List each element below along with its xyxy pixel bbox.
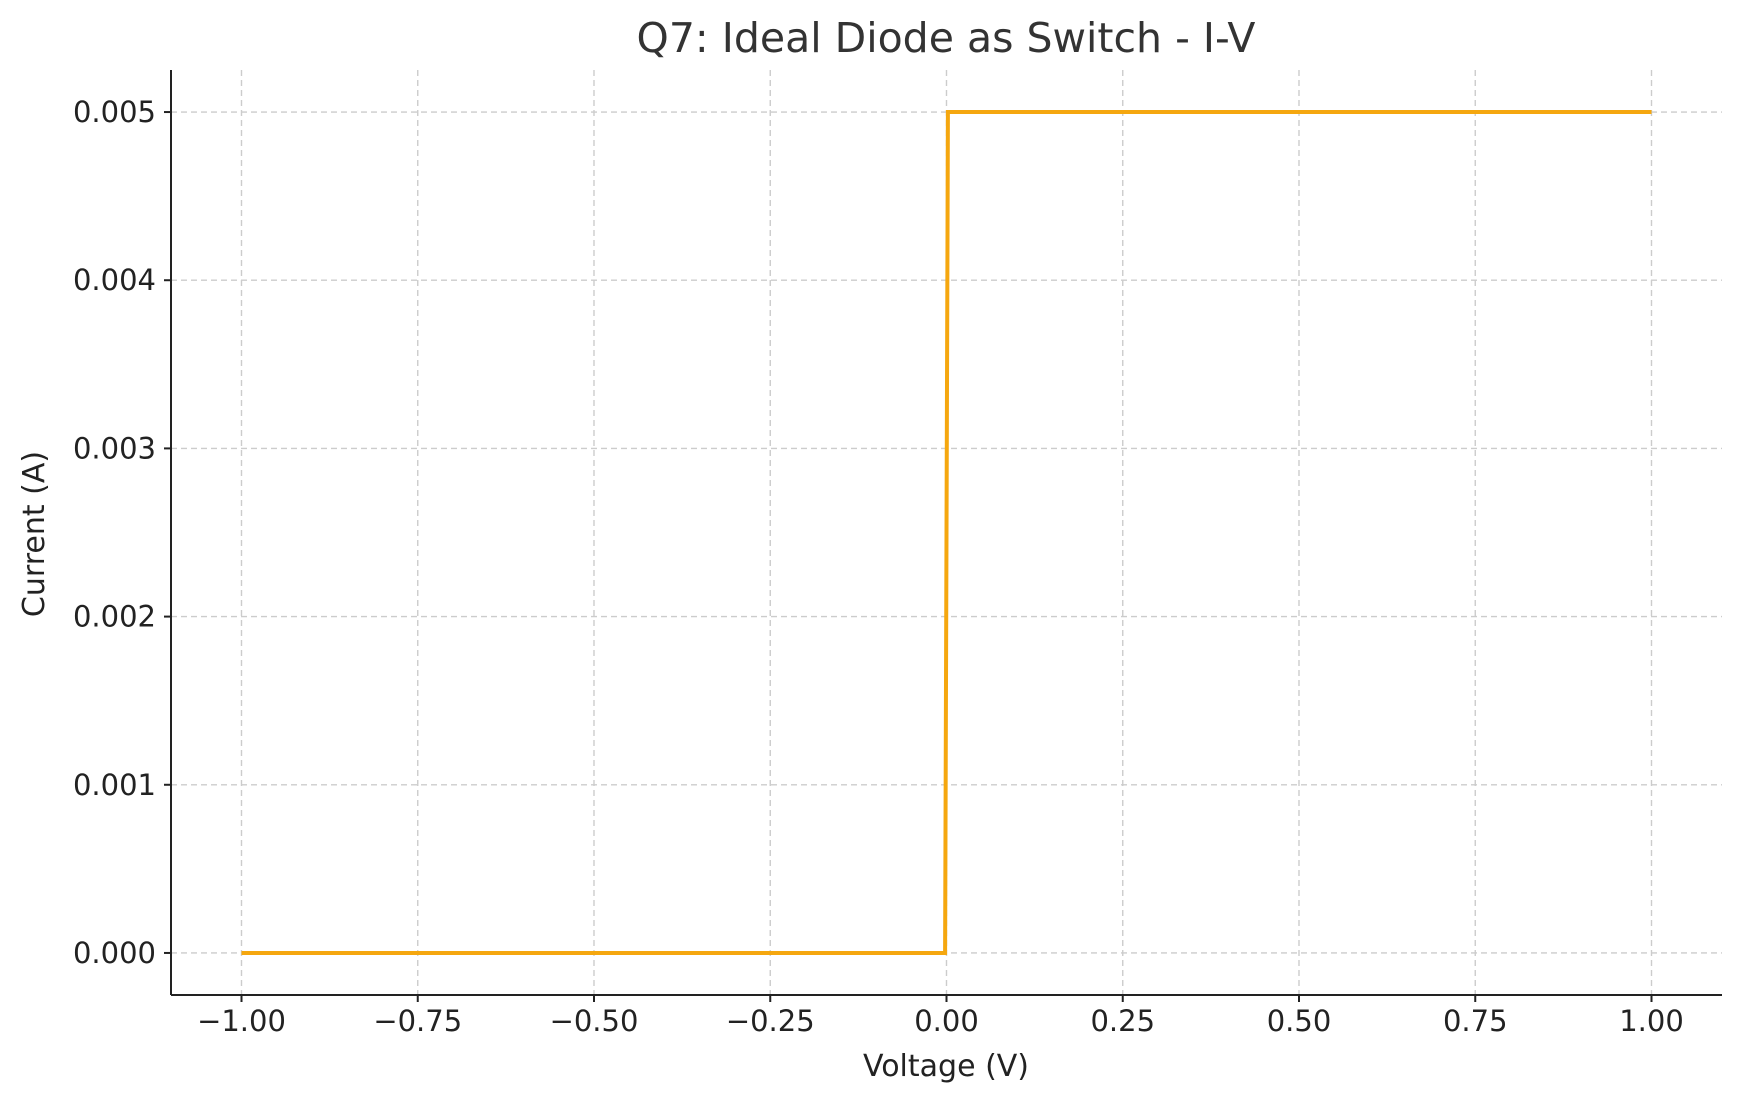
x-tick-label-8: 1.00 [1619, 1004, 1684, 1038]
y-tick-label-3: 0.003 [73, 431, 156, 465]
y-tick-label-0: 0.000 [73, 936, 156, 970]
data-lines [241, 110, 1652, 955]
x-tick-label-1: −0.75 [373, 1004, 462, 1038]
y-axis-label: Current (A) [17, 451, 52, 617]
x-tick-label-7: 0.75 [1443, 1004, 1508, 1038]
x-tick-labels: −1.00 −0.75 −0.50 −0.25 0.00 0.25 0.50 0.75 1.00 [197, 1004, 1684, 1038]
x-tick-label-2: −0.50 [550, 1004, 639, 1038]
x-tick-label-5: 0.25 [1090, 1004, 1155, 1038]
x-tick-label-6: 0.50 [1267, 1004, 1332, 1038]
y-tick-label-2: 0.002 [73, 600, 156, 634]
x-tick-label-3: −0.25 [726, 1004, 815, 1038]
axes [164, 70, 1722, 1002]
y-tick-label-4: 0.004 [73, 263, 156, 297]
y-tick-label-5: 0.005 [73, 95, 156, 129]
x-tick-label-0: −1.00 [197, 1004, 286, 1038]
chart-title: Q7: Ideal Diode as Switch - I-V [637, 14, 1256, 62]
y-tick-label-1: 0.001 [73, 768, 156, 802]
x-tick-label-4: 0.00 [914, 1004, 979, 1038]
y-tick-labels: 0.000 0.001 0.002 0.003 0.004 0.005 [73, 95, 156, 970]
x-axis-label: Voltage (V) [863, 1049, 1029, 1084]
series-line-0 [241, 110, 1652, 955]
